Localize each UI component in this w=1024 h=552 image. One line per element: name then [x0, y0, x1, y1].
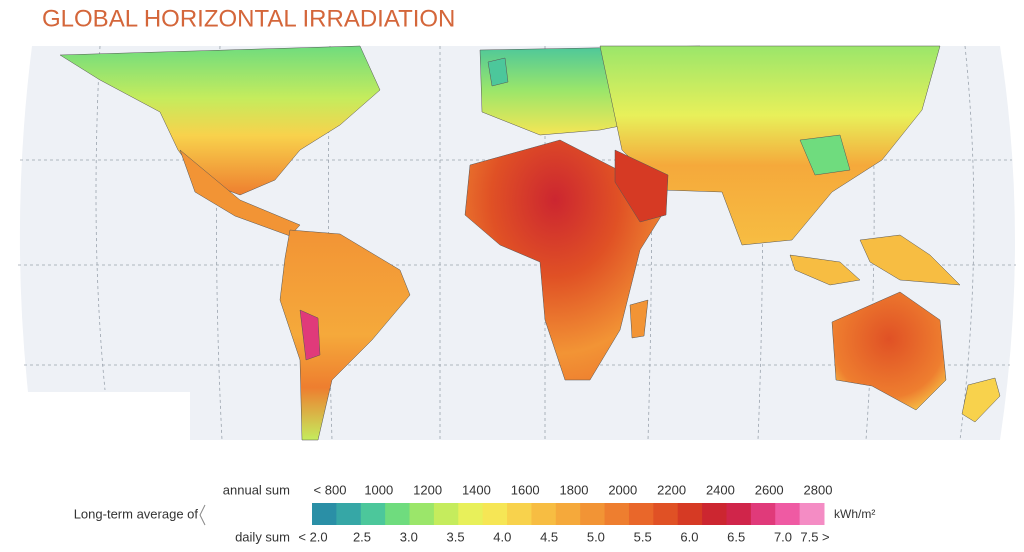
daily-tick: 2.5: [353, 529, 371, 544]
legend-swatch: [312, 503, 337, 525]
legend-swatch: [653, 503, 679, 525]
legend-swatch: [360, 503, 386, 525]
annual-label: annual sum: [223, 482, 290, 497]
legend-swatch: [458, 503, 484, 525]
annual-tick: 2400: [706, 482, 735, 497]
continents: [59, 45, 1001, 441]
daily-tick: 6.0: [680, 529, 698, 544]
legend-swatch: [750, 503, 776, 525]
brace: [199, 504, 206, 526]
annual-tick: 1000: [364, 482, 393, 497]
daily-tick: 4.0: [493, 529, 511, 544]
daily-label: daily sum: [235, 529, 290, 544]
graticule: [18, 45, 1016, 441]
legend-swatch: [677, 503, 703, 525]
annual-tick: 2200: [657, 482, 686, 497]
legend-swatch: [336, 503, 362, 525]
legend-swatch: [555, 503, 581, 525]
legend-swatch: [482, 503, 508, 525]
legend-caption: Long-term average of: [74, 506, 199, 521]
daily-tick: 5.0: [587, 529, 605, 544]
daily-tick: < 2.0: [298, 529, 327, 544]
daily-tick: 6.5: [727, 529, 745, 544]
legend-swatch: [604, 503, 630, 525]
daily-tick: 7.0: [774, 529, 792, 544]
daily-tick: 4.5: [540, 529, 558, 544]
annual-tick: 2000: [608, 482, 637, 497]
annual-tick: 1200: [413, 482, 442, 497]
title: GLOBAL HORIZONTAL IRRADIATION: [42, 5, 455, 32]
daily-tick: 3.5: [447, 529, 465, 544]
annual-tick: 1600: [511, 482, 540, 497]
annual-tick: 1800: [560, 482, 589, 497]
daily-tick: 5.5: [634, 529, 652, 544]
legend-swatch: [775, 503, 801, 525]
legend-swatch: [799, 503, 825, 525]
annual-tick: 2600: [755, 482, 784, 497]
legend-swatch: [433, 503, 459, 525]
annual-tick: 2800: [804, 482, 833, 497]
legend-swatch: [702, 503, 727, 525]
unit: kWh/m²: [834, 507, 875, 521]
legend-swatch: [385, 503, 411, 525]
annual-tick: < 800: [314, 482, 347, 497]
daily-tick: 3.0: [400, 529, 418, 544]
legend-swatch: [507, 503, 532, 525]
daily-tick: 7.5 >: [800, 529, 829, 544]
annual-tick: 1400: [462, 482, 491, 497]
legend-swatch: [726, 503, 752, 525]
legend-swatch: [580, 503, 606, 525]
legend-swatch: [628, 503, 654, 525]
legend-swatch: [409, 503, 435, 525]
legend-swatch: [531, 503, 557, 525]
